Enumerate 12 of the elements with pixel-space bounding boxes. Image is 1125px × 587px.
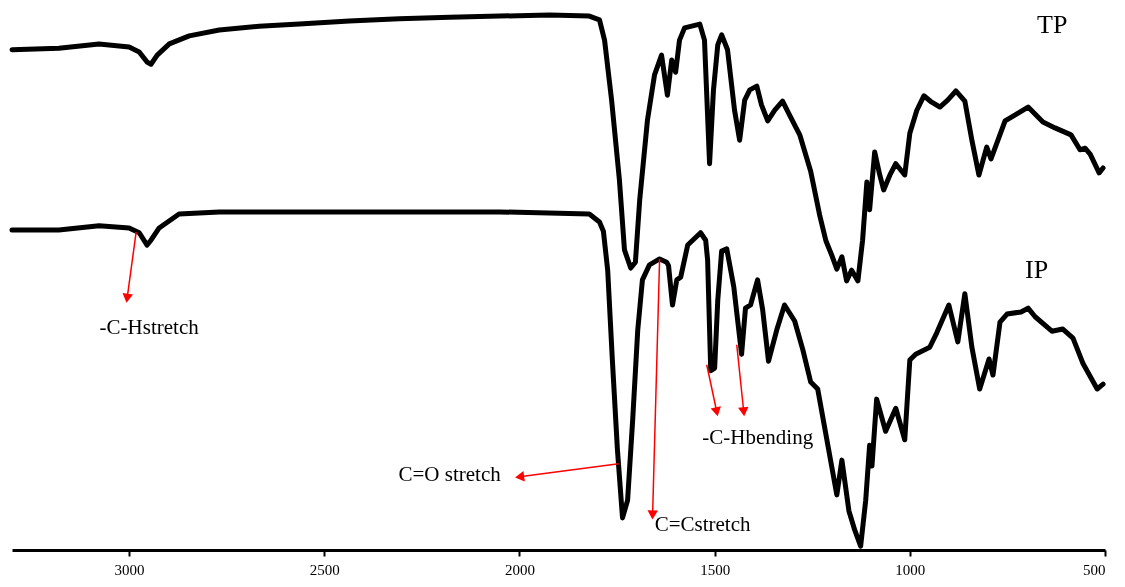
x-tick-label: 500 — [1083, 561, 1106, 578]
annotation: -C-Hstretch — [99, 315, 200, 340]
x-tick-label: 2000 — [504, 561, 535, 578]
x-tick-label: 1000 — [895, 561, 926, 578]
x-tick-label: 1500 — [700, 561, 731, 578]
text: TP — [1037, 10, 1068, 39]
x-tick-label: 2500 — [309, 561, 340, 578]
annotation: C=O stretch — [398, 461, 502, 486]
series-label: IP — [1025, 255, 1049, 284]
annotation: C=Cstretch — [654, 511, 752, 536]
x-tick-label: 3000 — [114, 561, 145, 578]
annotation: -C-Hbending — [702, 424, 814, 449]
